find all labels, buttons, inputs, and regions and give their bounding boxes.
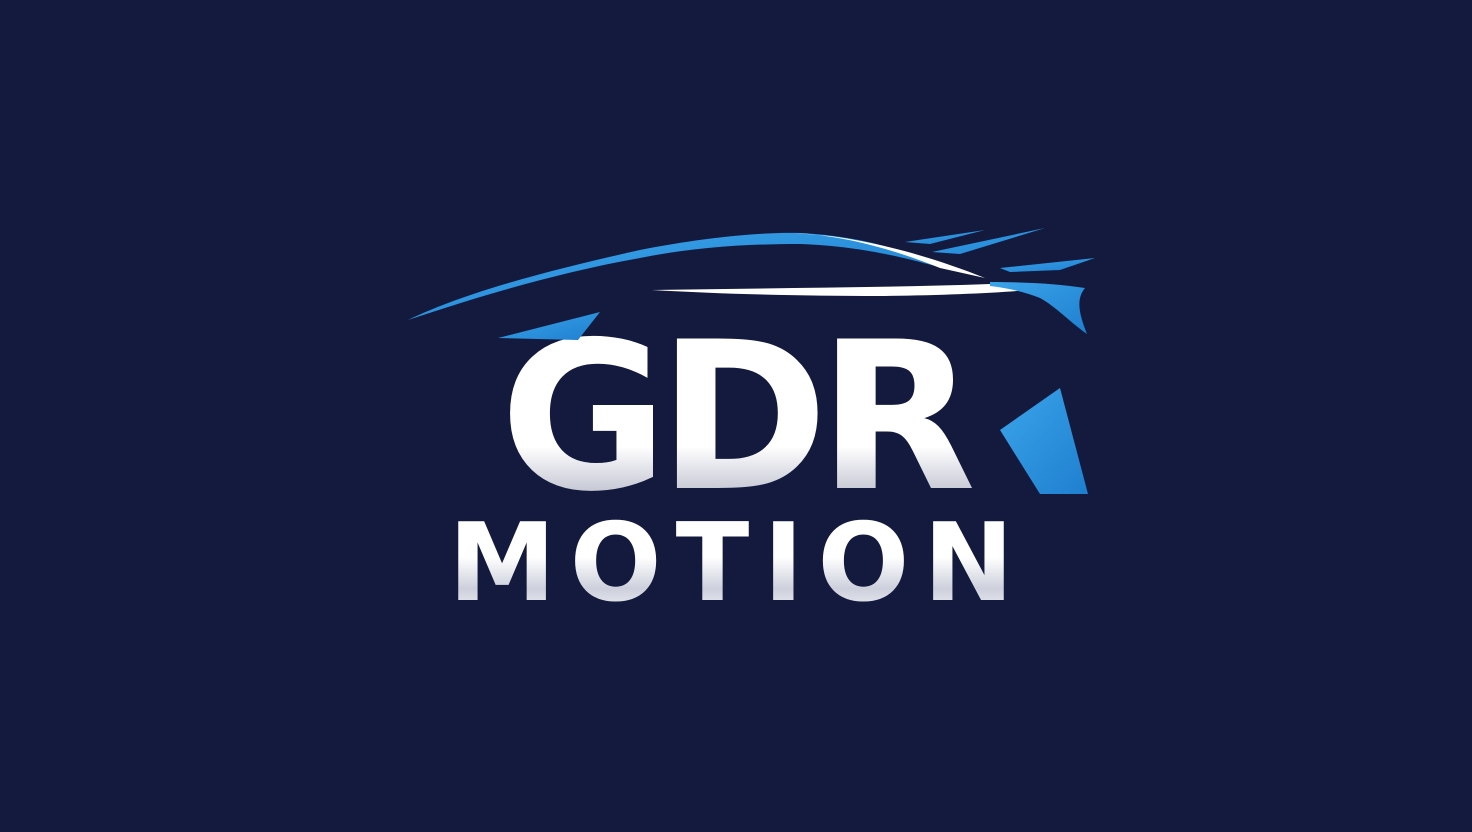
g-accent-shape bbox=[498, 312, 600, 340]
wordmark-text: GDR bbox=[500, 299, 972, 537]
tagline-text: MOTION bbox=[448, 501, 1027, 626]
car-silhouette-swoosh-icon bbox=[408, 228, 1095, 334]
r-leg-accent-shape bbox=[1000, 388, 1088, 494]
wordmark: GDR bbox=[498, 299, 1088, 537]
